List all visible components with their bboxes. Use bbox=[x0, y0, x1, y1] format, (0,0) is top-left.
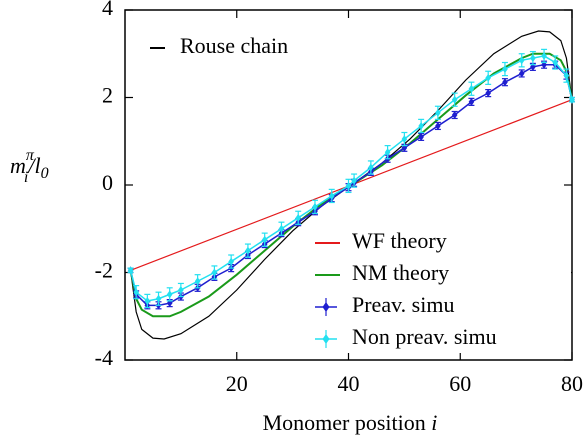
marker bbox=[552, 58, 559, 67]
legend-bg bbox=[311, 229, 571, 257]
marker bbox=[563, 71, 570, 80]
marker bbox=[485, 89, 491, 98]
marker bbox=[278, 224, 285, 233]
marker bbox=[401, 135, 408, 144]
x-tick-label: 60 bbox=[449, 371, 471, 396]
marker bbox=[328, 191, 335, 200]
marker bbox=[541, 60, 547, 69]
marker bbox=[368, 163, 374, 172]
marker bbox=[155, 294, 162, 303]
marker bbox=[351, 176, 357, 185]
marker bbox=[418, 121, 424, 130]
marker bbox=[144, 296, 151, 305]
legend-label: Non preav. simu bbox=[352, 324, 497, 349]
legend-label: Rouse chain bbox=[180, 33, 288, 58]
marker bbox=[418, 132, 424, 141]
x-label-var: i bbox=[431, 410, 437, 435]
x-tick-label: 20 bbox=[226, 371, 248, 396]
marker bbox=[166, 299, 173, 308]
marker bbox=[502, 65, 508, 74]
marker bbox=[435, 108, 441, 117]
marker bbox=[228, 257, 234, 266]
y-label-rest-sub: 0 bbox=[41, 165, 49, 182]
marker bbox=[502, 78, 508, 87]
marker bbox=[312, 202, 318, 211]
series-line bbox=[129, 63, 573, 307]
x-axis-label: Monomer position i bbox=[263, 410, 438, 435]
legend-swatch bbox=[322, 302, 330, 312]
legend-bg bbox=[146, 34, 406, 62]
x-tick-label: 40 bbox=[338, 371, 360, 396]
marker bbox=[518, 69, 525, 78]
series-line bbox=[129, 55, 573, 302]
marker bbox=[451, 95, 458, 104]
marker bbox=[435, 121, 441, 130]
marker bbox=[384, 148, 391, 157]
x-tick-label: 80 bbox=[561, 371, 583, 396]
marker bbox=[295, 213, 302, 222]
marker bbox=[541, 51, 547, 60]
marker bbox=[468, 84, 475, 93]
y-label-sub: i bbox=[24, 169, 28, 186]
y-label-sup: π bbox=[26, 147, 35, 164]
legend-bg bbox=[311, 325, 571, 353]
y-label-rest: /l bbox=[26, 153, 40, 178]
y-tick-label: -4 bbox=[95, 345, 113, 370]
marker bbox=[133, 288, 139, 297]
marker bbox=[468, 97, 475, 106]
marker bbox=[194, 277, 201, 286]
marker bbox=[485, 73, 491, 82]
marker bbox=[530, 54, 536, 63]
marker bbox=[261, 235, 268, 244]
y-tick-label: 4 bbox=[102, 0, 113, 20]
marker bbox=[166, 290, 173, 299]
y-tick-label: -2 bbox=[95, 258, 113, 283]
y-tick-label: 2 bbox=[102, 83, 113, 108]
marker bbox=[127, 266, 134, 275]
legend-label: WF theory bbox=[352, 228, 447, 253]
marker bbox=[211, 268, 218, 277]
legend-swatch bbox=[322, 334, 330, 344]
y-label-base: m bbox=[10, 153, 26, 178]
marker bbox=[451, 111, 458, 119]
legend-label: Preav. simu bbox=[352, 292, 454, 317]
marker bbox=[518, 56, 525, 65]
y-axis-label: mπ i/l0 bbox=[10, 147, 49, 186]
marker bbox=[569, 95, 575, 104]
legend-bg bbox=[311, 261, 571, 289]
x-label-text: Monomer position bbox=[263, 410, 432, 435]
y-tick-label: 0 bbox=[102, 170, 113, 195]
marker bbox=[178, 286, 184, 294]
marker bbox=[345, 181, 352, 190]
marker bbox=[245, 246, 251, 255]
legend-bg bbox=[311, 293, 571, 321]
legend-label: NM theory bbox=[352, 260, 449, 285]
